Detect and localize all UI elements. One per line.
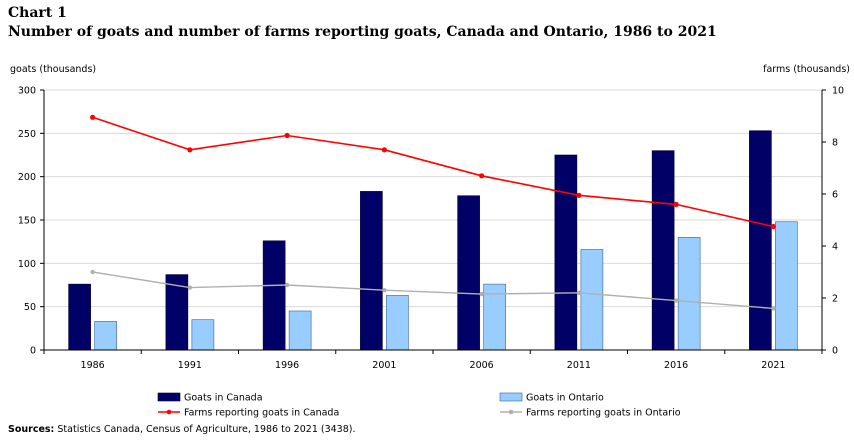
bar-ontario — [580, 249, 604, 351]
point-farms-ontario — [576, 290, 582, 295]
point-farms-ontario — [187, 285, 193, 290]
bar-ontario — [677, 237, 701, 351]
point-farms-canada — [576, 192, 582, 198]
bar-ontario — [288, 310, 312, 351]
legend-swatch-goats-canada — [157, 392, 181, 402]
point-farms-ontario — [673, 298, 679, 303]
source-label: Sources: — [8, 424, 55, 435]
bar-canada — [749, 130, 772, 351]
point-farms-canada — [673, 201, 679, 207]
y-left-tick-label: 200 — [18, 172, 36, 183]
x-tick-label: 2021 — [761, 360, 785, 371]
y-right-tick-label: 6 — [832, 190, 838, 201]
y-left-tick-label: 100 — [18, 259, 36, 270]
line-farms-canada — [92, 116, 774, 228]
point-farms-canada — [770, 223, 776, 230]
point-farms-ontario — [382, 288, 387, 293]
y-right-tick-label: 0 — [832, 346, 838, 357]
point-farms-ontario — [284, 282, 290, 288]
y-left-axis-label: goats (thousands) — [10, 64, 96, 75]
y-right-tick-label: 2 — [832, 294, 838, 305]
legend-marker — [166, 409, 172, 415]
y-right-tick-label: 4 — [832, 242, 838, 253]
chart-title: Number of goats and number of farms repo… — [8, 24, 717, 40]
bar-ontario — [775, 221, 798, 351]
point-farms-canada — [187, 147, 193, 153]
bar-canada — [651, 150, 675, 351]
legend-label: Goats in Canada — [184, 393, 263, 404]
y-right-axis-label: farms (thousands) — [763, 64, 850, 75]
y-left-tick-label: 50 — [24, 302, 36, 313]
point-farms-ontario — [479, 291, 484, 297]
y-left-tick-label: 250 — [18, 129, 36, 140]
x-tick-label: 2001 — [372, 360, 396, 371]
point-farms-canada — [381, 147, 387, 153]
y-left-tick-label: 150 — [18, 216, 36, 227]
bar-ontario — [191, 319, 215, 351]
x-tick-label: 1986 — [81, 360, 105, 371]
legend-label: Goats in Ontario — [526, 393, 604, 404]
x-tick-label: 2016 — [664, 360, 688, 371]
source-text: Statistics Canada, Census of Agriculture… — [57, 424, 356, 435]
point-farms-ontario — [90, 269, 95, 275]
x-tick-label: 1991 — [178, 360, 202, 371]
point-farms-ontario — [771, 306, 776, 311]
legend-swatch-goats-ontario — [499, 392, 523, 402]
bar-canada — [360, 191, 383, 351]
legend-marker — [508, 409, 514, 415]
line-farms-ontario — [92, 271, 774, 310]
bar-canada — [554, 154, 578, 351]
chart-label: Chart 1 — [8, 5, 67, 21]
bar-canada — [457, 195, 480, 351]
legend-label: Farms reporting goats in Canada — [184, 408, 339, 419]
point-farms-canada — [90, 114, 96, 120]
y-right-tick-label: 10 — [832, 86, 844, 97]
x-tick-label: 2011 — [567, 360, 591, 371]
y-left-tick-label: 0 — [30, 346, 36, 357]
bar-ontario — [94, 321, 117, 351]
x-tick-label: 1996 — [275, 360, 299, 371]
legend-label: Farms reporting goats in Ontario — [526, 408, 681, 419]
bar-canada — [68, 283, 91, 351]
y-right-tick-label: 8 — [832, 138, 838, 149]
point-farms-canada — [284, 132, 290, 139]
bar-canada — [262, 240, 286, 351]
point-farms-canada — [479, 173, 485, 179]
y-left-tick-label: 300 — [18, 86, 36, 97]
bar-ontario — [386, 295, 409, 351]
source-note: Sources: Statistics Canada, Census of Ag… — [8, 424, 356, 435]
x-tick-label: 2006 — [470, 360, 494, 371]
